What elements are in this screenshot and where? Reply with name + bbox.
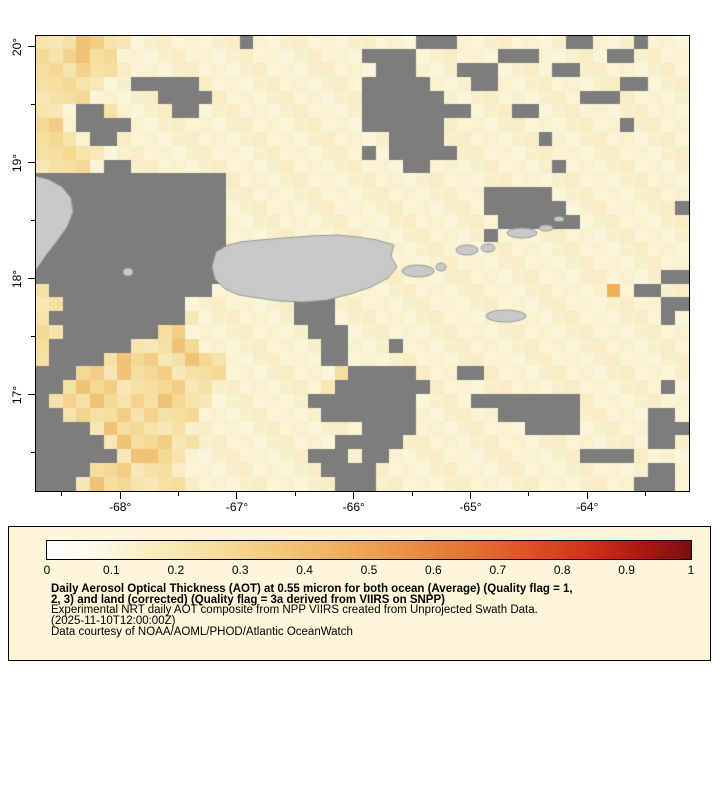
y-axis-tick-label: 20°	[10, 37, 24, 56]
colorbar-tick-label: 0.1	[103, 563, 120, 577]
legend-text-block: Daily Aerosol Optical Thickness (AOT) at…	[51, 583, 573, 638]
x-axis-major-tick	[353, 492, 355, 499]
x-axis-minor-tick	[61, 492, 63, 496]
legend-desc-line: Experimental NRT daily AOT composite fro…	[51, 604, 538, 617]
y-axis-minor-tick	[31, 104, 35, 106]
colorbar-tick-label: 0.5	[360, 563, 378, 577]
y-axis-major-tick	[28, 46, 35, 48]
y-axis-minor-tick	[31, 336, 35, 338]
y-axis-minor-tick	[31, 452, 35, 454]
x-axis-major-tick	[119, 492, 121, 499]
colorbar-tick-label: 0	[43, 563, 51, 577]
colorbar-tick-label: 1	[687, 563, 695, 577]
x-axis-tick-label: -67°	[225, 500, 249, 514]
x-axis-minor-tick	[178, 492, 180, 496]
colorbar-tick-label: 0.6	[425, 563, 442, 577]
colorbar-tick-label: 0.8	[553, 563, 571, 577]
colorbar-tick-label: 0.3	[231, 563, 249, 577]
y-axis-tick-label: 19°	[10, 153, 24, 172]
legend-timestamp: (2025-11-10T12:00:00Z)	[51, 615, 176, 628]
y-axis-minor-tick	[31, 220, 35, 222]
x-axis-major-tick	[236, 492, 238, 499]
x-axis-minor-tick	[645, 492, 647, 496]
x-axis-tick-label: -66°	[342, 500, 365, 514]
x-axis-tick-label: -64°	[576, 500, 599, 514]
colorbar-tick-label: 0.4	[296, 563, 313, 577]
x-axis-major-tick	[469, 492, 471, 499]
y-axis-major-tick	[28, 394, 35, 396]
x-axis-minor-tick	[528, 492, 530, 496]
y-axis-major-tick	[28, 162, 35, 164]
legend-title-line-2: 2, 3) and land (corrected) (Quality flag…	[51, 593, 445, 606]
legend-panel: Daily Aerosol Optical Thickness (AOT) at…	[8, 526, 711, 661]
aot-raster-canvas	[36, 36, 689, 491]
colorbar-tick-label: 0.9	[618, 563, 635, 577]
legend-credit-line: Data courtesy of NOAA/AOML/PHOD/Atlantic…	[51, 625, 353, 638]
x-axis-tick-label: -65°	[459, 500, 482, 514]
colorbar-tick-label: 0.2	[167, 563, 185, 577]
colorbar-tick-label: 0.7	[489, 563, 507, 577]
y-axis-tick-label: 18°	[10, 269, 24, 288]
x-axis-major-tick	[586, 492, 588, 499]
x-axis-minor-tick	[411, 492, 413, 496]
x-axis-minor-tick	[294, 492, 296, 496]
legend-title-line-1: Daily Aerosol Optical Thickness (AOT) at…	[51, 583, 573, 595]
y-axis-major-tick	[28, 278, 35, 280]
colorbar-gradient	[46, 540, 692, 560]
x-axis-tick-label: -68°	[109, 500, 132, 514]
map-plot-frame	[35, 35, 690, 492]
y-axis-tick-label: 17°	[10, 385, 24, 404]
